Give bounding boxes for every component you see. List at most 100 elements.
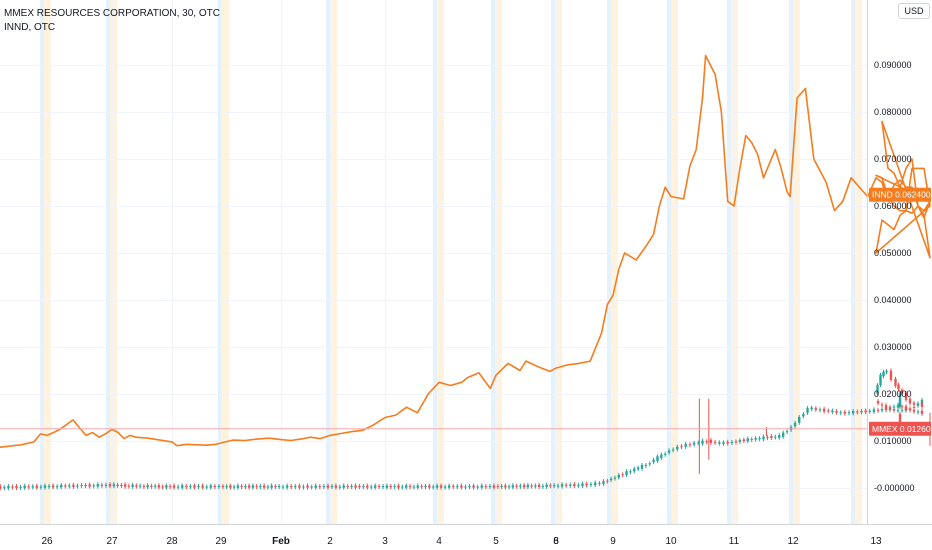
candle-body <box>648 463 651 465</box>
candle-body <box>664 453 667 455</box>
innd-line[interactable] <box>0 54 931 449</box>
candle-body <box>247 485 251 488</box>
currency-label[interactable]: USD <box>898 3 930 19</box>
y-tick-label: 0.050000 <box>874 248 912 258</box>
candle-body <box>285 485 289 488</box>
candle-body <box>660 454 663 459</box>
legend-main-series[interactable]: MMEX RESOURCES CORPORATION, 30, OTC <box>4 8 220 19</box>
candle-body <box>730 441 734 443</box>
x-tick-label: 9 <box>610 536 616 547</box>
candle-body <box>613 477 617 479</box>
candle-body <box>676 446 679 450</box>
candle-body <box>814 408 818 410</box>
candle-body <box>556 485 560 487</box>
y-tick-label: 0.080000 <box>874 107 912 117</box>
candle-body <box>758 438 761 440</box>
candle-body <box>847 412 851 414</box>
candle-body <box>856 411 859 413</box>
candle-body <box>201 485 204 488</box>
mmex-series <box>0 368 931 491</box>
candle-body <box>831 410 834 413</box>
candle-body <box>468 486 471 488</box>
candle-body <box>3 487 6 489</box>
candle-body <box>564 484 568 486</box>
candle-body <box>225 486 228 488</box>
candle-body <box>680 446 683 448</box>
candle-body <box>709 439 713 443</box>
candle-body <box>439 485 443 488</box>
candle-body <box>522 485 526 488</box>
candle-body <box>488 486 492 488</box>
candle-body <box>892 408 896 411</box>
candle-body <box>7 485 10 489</box>
candle-body <box>127 485 131 487</box>
candle-body <box>560 484 564 487</box>
candle-body <box>738 440 742 442</box>
session-band-orange <box>110 0 117 524</box>
x-tick-label: 3 <box>382 536 388 547</box>
candle-body <box>860 410 863 413</box>
candle-body <box>827 410 830 412</box>
candle-body <box>221 486 225 488</box>
candle-body <box>722 442 725 444</box>
candle-body <box>671 449 675 451</box>
candle-body <box>120 484 123 486</box>
candle-body <box>72 484 75 487</box>
x-tick-label: 26 <box>41 536 53 547</box>
x-tick-label: 2 <box>327 536 333 547</box>
candle-body <box>112 484 116 487</box>
candle-body <box>84 484 87 487</box>
mmex-price-badge[interactable]: MMEX 0.012600 <box>869 421 932 436</box>
candle-body <box>153 485 157 487</box>
candle-body <box>68 485 71 487</box>
candle-body <box>135 485 138 487</box>
candle-body <box>405 485 408 488</box>
session-band-blue <box>433 0 437 524</box>
candle-body <box>507 486 511 488</box>
candle-body <box>460 485 463 488</box>
candle-body <box>511 485 515 488</box>
candle-body <box>912 402 916 405</box>
candle-body <box>31 486 34 488</box>
candle-body <box>879 374 882 386</box>
candle-body <box>880 404 884 406</box>
mmex-price-badge-text: MMEX 0.012600 <box>872 424 932 434</box>
candle-body <box>393 486 396 488</box>
session-band-blue <box>667 0 671 524</box>
candle-body <box>476 486 479 488</box>
candle-body <box>484 486 488 488</box>
candle-body <box>408 486 412 488</box>
candle-body <box>251 485 255 488</box>
candle-body <box>876 409 880 411</box>
candle-body <box>447 485 451 488</box>
candle-body <box>116 484 119 486</box>
candle-body <box>573 483 576 487</box>
legend-compare-series[interactable]: INND, OTC <box>4 22 56 33</box>
candle-body <box>701 440 704 444</box>
candle-body <box>330 486 334 488</box>
candle-body <box>872 409 876 412</box>
session-band-orange <box>222 0 229 524</box>
candle-body <box>750 439 753 441</box>
candle-body <box>843 411 847 414</box>
candle-body <box>864 410 867 413</box>
candle-body <box>851 410 855 414</box>
x-tick-label: 10 <box>665 536 677 547</box>
candle-body <box>435 485 439 488</box>
session-band-blue <box>607 0 611 524</box>
candle-body <box>229 485 232 488</box>
innd-price-badge[interactable]: INND 0.062400 <box>869 187 931 202</box>
candle-body <box>314 485 317 488</box>
candle-body <box>232 486 236 488</box>
candle-body <box>781 432 785 437</box>
session-band-orange <box>495 0 502 524</box>
session-band-blue <box>40 0 44 524</box>
candle-body <box>900 409 904 411</box>
y-axis: 0.090000 0.080000 0.070000 0.060000 0.050000… <box>874 8 915 493</box>
candle-body <box>625 471 628 476</box>
y-tick-label: 0.030000 <box>874 342 912 352</box>
candle-body <box>92 485 95 487</box>
candle-body <box>656 456 659 461</box>
candle-body <box>290 486 293 488</box>
